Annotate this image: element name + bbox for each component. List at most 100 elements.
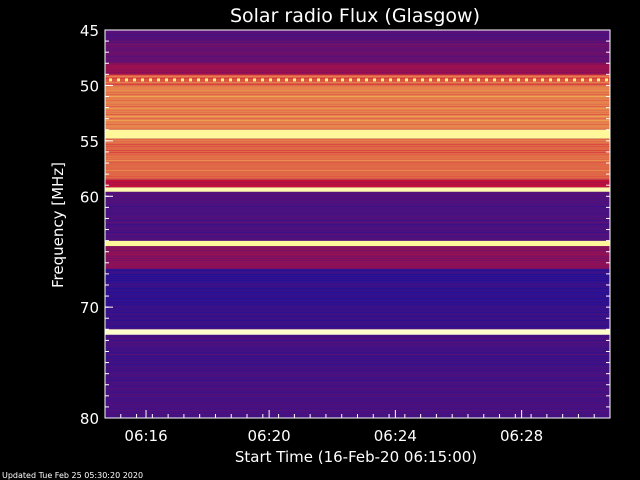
interference-dot [117,78,120,82]
texture-streak [105,46,610,47]
texture-streak [105,312,610,313]
texture-streak [105,56,610,57]
texture-streak [105,276,610,277]
texture-streak [105,172,610,173]
texture-streak [105,300,610,301]
texture-streak [105,166,610,167]
texture-streak [105,74,610,75]
texture-streak [105,124,610,125]
texture-streak [105,222,610,223]
texture-streak [105,60,610,61]
interference-dot [221,78,224,82]
texture-streak [105,40,610,41]
interference-dot [253,78,256,82]
interference-dot [597,78,600,82]
interference-dot [293,78,296,82]
interference-dot [341,78,344,82]
frequency-band [105,246,610,269]
texture-streak [105,68,610,69]
texture-streak [105,98,610,99]
texture-streak [105,400,610,401]
texture-streak [105,306,610,307]
texture-streak [105,260,610,261]
texture-streak [105,392,610,393]
texture-streak [105,232,610,233]
interference-dot [133,78,136,82]
texture-streak [105,178,610,179]
texture-streak [105,94,610,95]
interference-dot [357,78,360,82]
texture-streak [105,126,610,127]
texture-streak [105,70,610,71]
texture-streak [105,64,610,65]
interference-dot [533,78,536,82]
texture-streak [105,362,610,363]
texture-streak [105,364,610,365]
texture-streak [105,402,610,403]
texture-streak [105,226,610,227]
frequency-band [105,179,610,188]
texture-streak [105,248,610,249]
interference-dot [589,78,592,82]
texture-streak [105,120,610,121]
texture-streak [105,206,610,207]
texture-streak [105,320,610,321]
texture-streak [105,198,610,199]
texture-streak [105,366,610,367]
interference-dot [429,78,432,82]
y-axis-label: Frequency [MHz] [49,162,67,288]
texture-streak [105,186,610,187]
texture-streak [105,310,610,311]
texture-streak [105,314,610,315]
frequency-band [105,129,610,139]
texture-streak [105,338,610,339]
texture-streak [105,302,610,303]
texture-streak [105,266,610,267]
texture-streak [105,238,610,239]
interference-dot [317,78,320,82]
texture-streak [105,254,610,255]
texture-streak [105,324,610,325]
interference-dot [461,78,464,82]
interference-dot [141,78,144,82]
texture-streak [105,34,610,35]
texture-streak [105,84,610,85]
texture-streak [105,356,610,357]
y-tick-label: 70 [80,299,99,317]
texture-streak [105,54,610,55]
texture-streak [105,352,610,353]
interference-dot [245,78,248,82]
texture-streak [105,252,610,253]
texture-streak [105,114,610,115]
texture-streak [105,62,610,63]
texture-streak [105,50,610,51]
y-tick-label: 45 [80,22,99,40]
interference-dot [365,78,368,82]
x-tick-label: 06:24 [374,427,417,445]
texture-streak [105,318,610,319]
texture-streak [105,36,610,37]
texture-streak [105,264,610,265]
texture-streak [105,148,610,149]
texture-streak [105,286,610,287]
texture-streak [105,290,610,291]
texture-streak [105,158,610,159]
texture-streak [105,282,610,283]
x-tick-label: 06:16 [124,427,167,445]
texture-streak [105,184,610,185]
texture-streak [105,214,610,215]
interference-dot [261,78,264,82]
interference-dot [469,78,472,82]
texture-streak [105,100,610,101]
texture-streak [105,32,610,33]
texture-streak [105,376,610,377]
texture-streak [105,196,610,197]
texture-streak [105,262,610,263]
interference-dot [557,78,560,82]
texture-streak [105,396,610,397]
texture-streak [105,48,610,49]
texture-streak [105,342,610,343]
texture-streak [105,336,610,337]
interference-dot [325,78,328,82]
texture-streak [105,374,610,375]
